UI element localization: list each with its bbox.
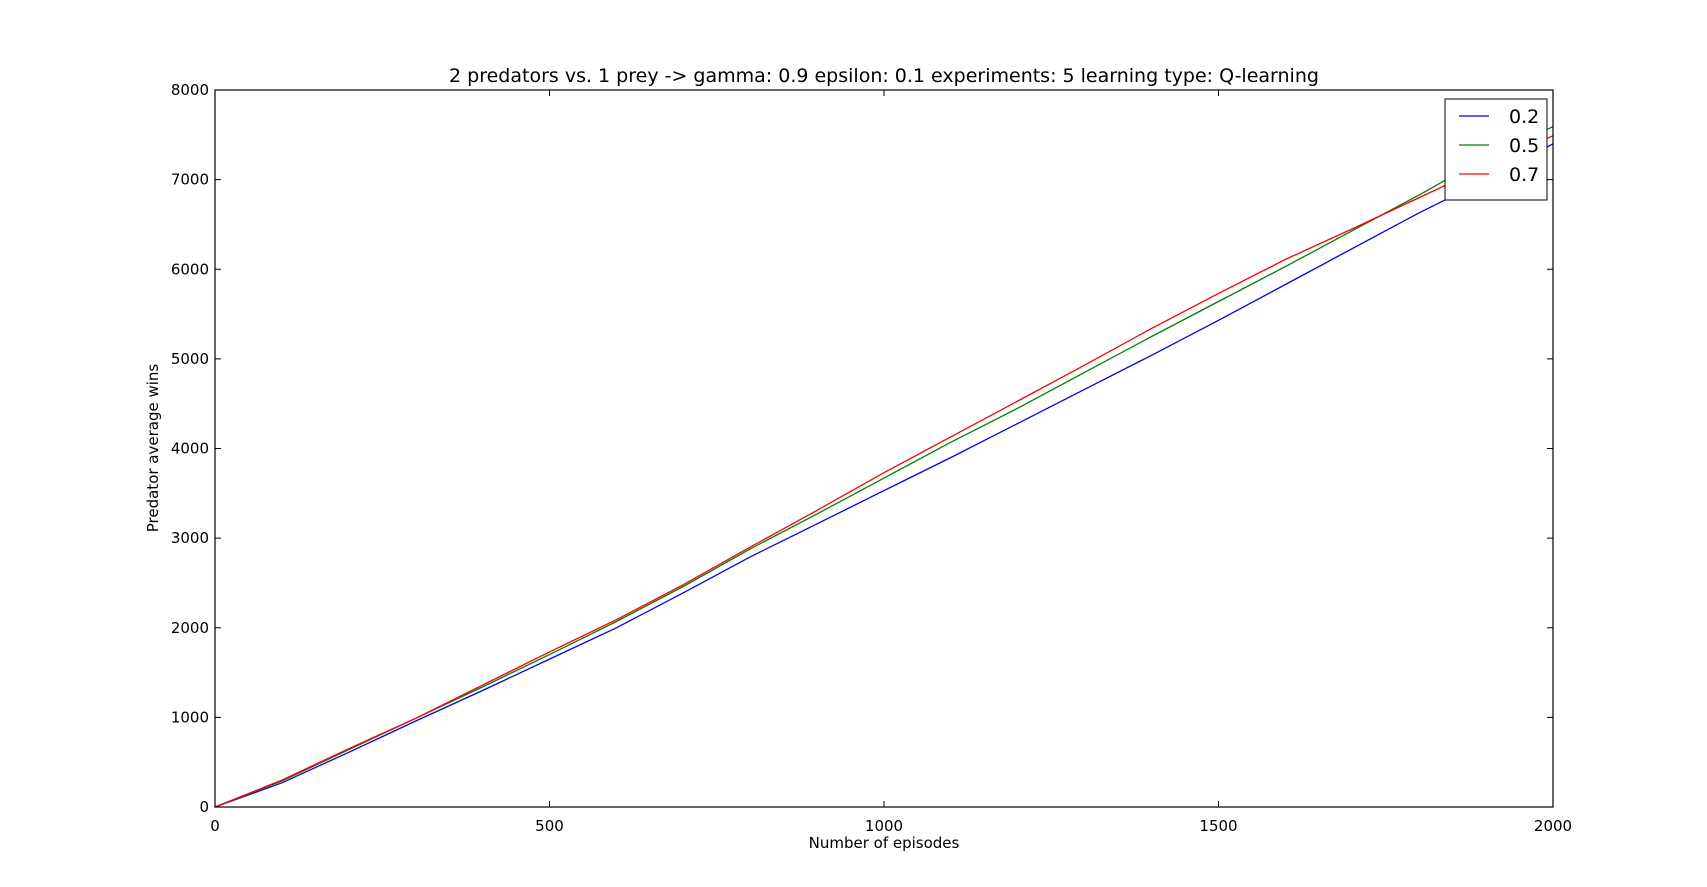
y-tick-label: 8000: [171, 81, 209, 99]
y-axis: 0 1000 2000 3000 4000 5000 6000 7000 8000: [171, 81, 1553, 816]
y-tick-label: 6000: [171, 260, 209, 278]
legend-label: 0.7: [1509, 164, 1539, 186]
y-axis-label: Predator average wins: [144, 364, 162, 533]
y-tick-label: 7000: [171, 171, 209, 189]
y-tick-label: 3000: [171, 529, 209, 547]
y-tick-label: 2000: [171, 619, 209, 637]
x-tick-label: 1000: [865, 817, 903, 835]
y-tick-label: 0: [199, 798, 209, 816]
legend: 0.2 0.5 0.7: [1444, 98, 1548, 201]
chart-title: 2 predators vs. 1 prey -> gamma: 0.9 eps…: [449, 65, 1319, 87]
series-line-0-7: [214, 135, 1554, 808]
x-tick-label: 0: [210, 817, 220, 835]
legend-label: 0.5: [1509, 135, 1539, 157]
y-tick-label: 4000: [171, 440, 209, 458]
x-axis-label: Number of episodes: [809, 834, 960, 852]
y-tick-label: 1000: [171, 708, 209, 726]
legend-label: 0.2: [1509, 106, 1539, 128]
x-axis: 0 500 1000 1500 2000: [210, 90, 1572, 835]
series-layer: [214, 126, 1554, 808]
x-tick-label: 2000: [1534, 817, 1572, 835]
x-tick-label: 500: [535, 817, 564, 835]
series-line-0-2: [214, 143, 1554, 808]
x-tick-label: 1500: [1199, 817, 1237, 835]
y-tick-label: 5000: [171, 350, 209, 368]
